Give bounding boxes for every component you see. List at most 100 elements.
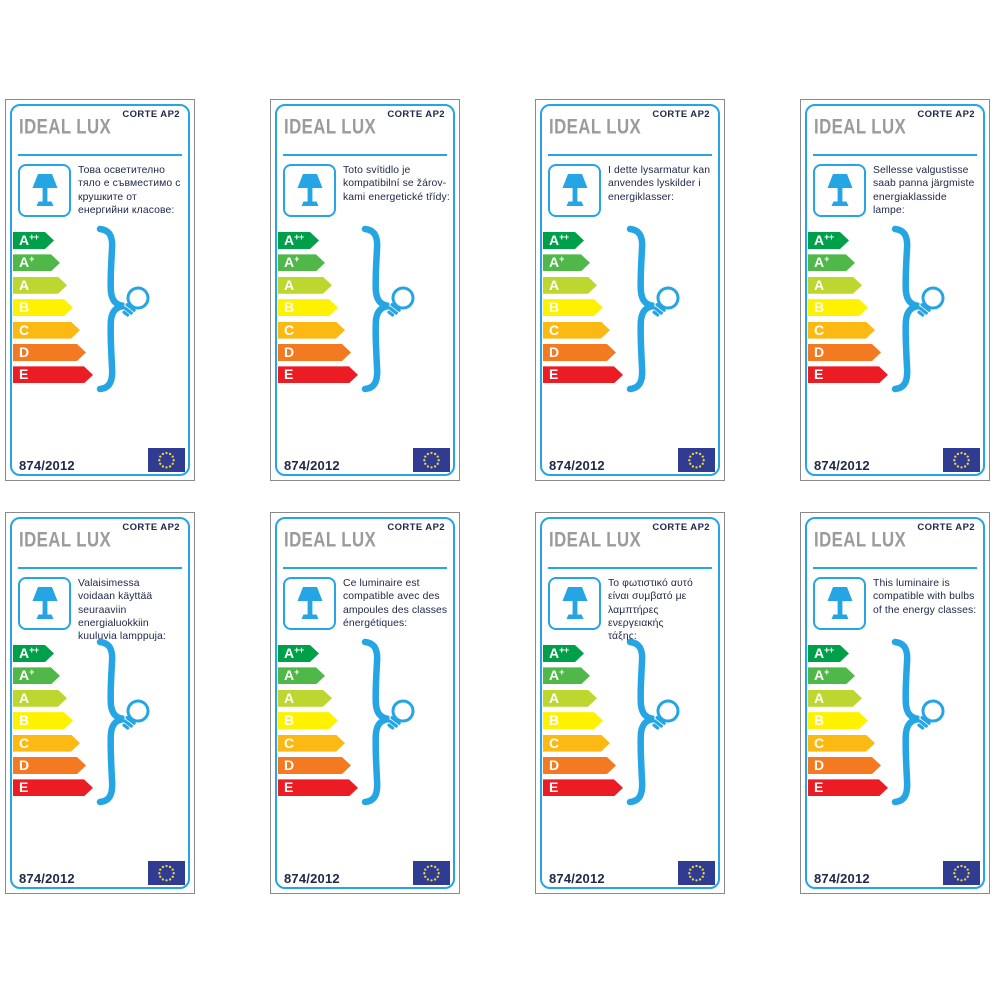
energy-class-plus: ++ [559,644,569,655]
curly-brace [96,225,125,393]
table-lamp-icon [813,577,866,630]
header-divider [18,154,182,156]
description-line: I dette lysarmatur kan [608,165,711,176]
table-lamp-icon [283,164,336,217]
energy-class-arrow-c: C [543,322,610,339]
energy-class-letter: C [19,734,30,751]
energy-class-arrow-c: C [543,735,610,752]
energy-class-arrow-a++: A ++ [13,645,54,662]
energy-class-letter: C [19,321,30,338]
brace-and-bulb-graphic [361,225,415,393]
description-text: Sellesse valgustisse saab panna järgmiste… [873,164,981,217]
eu-stars [688,864,705,882]
energy-class-letter: D [19,343,30,360]
energy-class-letter: A [19,645,30,661]
description-line: Το φωτιστικό αυτό [608,578,693,589]
brace-and-bulb-graphic [891,638,945,806]
energy-class-arrow-c: C [808,322,875,339]
energy-class-arrow-a: A [808,277,862,294]
model-name: CORTE AP2 [652,109,710,120]
table-lamp-icon [813,164,866,217]
description-line: kami energetické třídy: [343,191,450,203]
energy-class-letter: C [284,734,295,751]
energy-class-arrow-d: D [808,757,881,774]
brand-logo: IDEAL LUX [284,528,377,552]
energy-class-letter: A [549,254,560,271]
energy-class-arrow-b: B [808,712,868,729]
energy-class-arrow-a+: A + [808,667,855,684]
table-lamp-glyph [827,173,852,206]
description-line: voidaan käyttää [78,591,153,603]
energy-class-letter: A [19,232,30,248]
energy-class-plus: ++ [294,231,304,242]
curly-brace [626,225,655,393]
brand-logo: IDEAL LUX [19,528,112,552]
energy-class-letter: D [814,343,825,360]
energy-class-letter: A [19,276,30,293]
brand-logo: IDEAL LUX [284,115,377,139]
description-line: energiaklasside lampe: [873,191,947,216]
energy-label-greek: CORTE AP2 IDEAL LUX Το φωτιστικό αυτό είν… [535,512,725,894]
description-line: Valaisimessa [78,578,140,589]
table-lamp-glyph [32,173,57,206]
energy-class-letter: A [814,254,825,271]
energy-class-arrow-a: A [808,690,862,707]
eu-flag-icon [413,861,450,885]
description-line: τάξης: [608,631,637,643]
energy-class-letter: B [549,299,560,316]
energy-class-letter: D [549,343,560,360]
eu-flag-icon [413,448,450,472]
eu-flag-icon [148,861,185,885]
energy-class-letter: B [814,299,825,316]
energy-class-scale: A ++ A + A B C D E [278,645,358,802]
energy-label-czech: CORTE AP2 IDEAL LUX Toto svítidlo je komp… [270,99,460,481]
energy-class-arrow-b: B [278,712,338,729]
energy-class-letter: A [19,254,30,271]
description-line: saab panna järgmiste [873,178,975,190]
energy-class-letter: D [19,756,30,773]
eu-flag-icon [678,861,715,885]
energy-class-scale: A ++ A + A B C D E [278,232,358,389]
energy-class-plus: + [294,253,299,264]
description-line: тяло е съвместимо с [78,178,181,190]
curly-brace [96,638,125,806]
energy-class-arrow-a: A [13,277,67,294]
energy-class-letter: A [814,276,825,293]
energy-class-arrow-a++: A ++ [808,645,849,662]
energy-class-letter: D [814,756,825,773]
energy-class-letter: E [19,366,29,383]
regulation-number: 874/2012 [814,871,870,886]
energy-class-letter: E [814,366,824,383]
energy-class-letter: A [549,667,560,684]
model-name: CORTE AP2 [387,109,445,120]
energy-class-letter: A [284,689,295,706]
light-bulb-icon [387,699,415,730]
energy-class-arrow-d: D [13,344,86,361]
energy-class-arrow-a+: A + [13,254,60,271]
energy-class-plus: ++ [29,231,39,242]
light-bulb-icon [652,286,680,317]
energy-class-arrow-a: A [278,277,332,294]
energy-class-letter: B [549,712,560,729]
description-line: compatible with bulbs [873,591,975,603]
energy-class-letter: A [814,232,825,248]
label-grid: CORTE AP2 IDEAL LUX Това осветително тяло… [5,99,990,894]
light-bulb-icon [387,286,415,317]
description-text: Το φωτιστικό αυτό είναι συμβατό με λαμπτήρ… [608,577,716,643]
energy-class-plus: + [294,666,299,677]
energy-label-estonian: CORTE AP2 IDEAL LUX Sellesse valgustisse… [800,99,990,481]
energy-class-plus: + [29,666,34,677]
table-lamp-glyph [297,586,322,619]
energy-class-arrow-c: C [278,735,345,752]
energy-class-scale: A ++ A + A B C D E [808,645,888,802]
description-line: ampoules des classes [343,604,448,616]
energy-class-arrow-a+: A + [543,667,590,684]
energy-label-finnish: CORTE AP2 IDEAL LUX Valaisimessa voidaan … [5,512,195,894]
table-lamp-icon [18,164,71,217]
light-bulb-icon [652,699,680,730]
table-lamp-icon [283,577,336,630]
energy-class-letter: A [549,276,560,293]
energy-class-arrow-a++: A ++ [13,232,54,249]
energy-class-letter: A [284,667,295,684]
energy-class-arrow-a+: A + [278,254,325,271]
